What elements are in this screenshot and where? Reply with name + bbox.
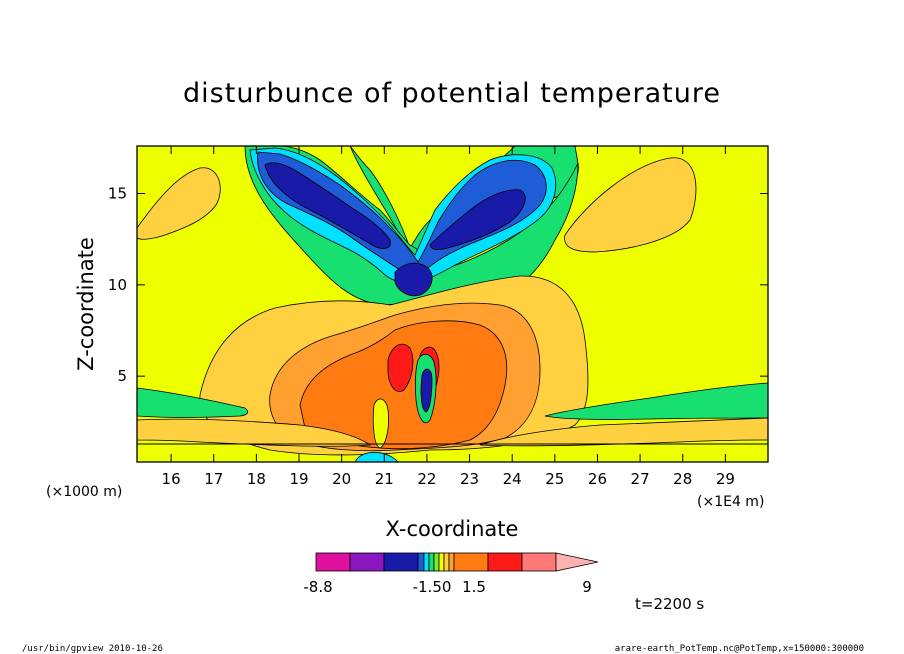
- x-tick-label: 29: [716, 470, 735, 488]
- footer-right: arare-earth_PotTemp.nc@PotTemp,x=150000:…: [615, 644, 864, 654]
- contour-region: [137, 387, 249, 418]
- x-axis: 16 17 18 19 20 21 22 23 24 25 26 27 28 29: [162, 146, 735, 488]
- colorbar-bin: [438, 552, 445, 572]
- colorbar-label: 9: [582, 578, 592, 596]
- contour-region: [372, 398, 389, 449]
- chart-title: disturbunce of potential temperature: [183, 78, 721, 109]
- colorbar-bin: [487, 552, 523, 572]
- x-tick-label: 26: [588, 470, 607, 488]
- contour-region: [137, 418, 372, 447]
- contour-region: [429, 189, 526, 251]
- x-tick-label: 19: [289, 470, 308, 488]
- y-tick-label: 15: [108, 184, 127, 202]
- plot-area: [137, 146, 768, 462]
- x-tick-label: 25: [545, 470, 564, 488]
- contour-region: [544, 382, 768, 420]
- x-tick-label: 23: [460, 470, 479, 488]
- x-tick-label: 17: [204, 470, 223, 488]
- colorbar-bin: [428, 552, 435, 572]
- contour-region: [479, 417, 768, 447]
- colorbar-bin: [417, 552, 425, 572]
- x-unit-left: (×1000 m): [46, 484, 122, 500]
- colorbar-bin: [423, 552, 430, 572]
- x-unit-right: (×1E4 m): [697, 494, 764, 510]
- colorbar: [315, 552, 599, 572]
- y-axis: 5 10 15: [108, 184, 768, 385]
- time-label: t=2200 s: [635, 595, 704, 613]
- colorbar-label: 1.5: [462, 578, 486, 596]
- y-tick-label: 10: [108, 276, 127, 294]
- colorbar-bin: [453, 552, 489, 572]
- colorbar-label: -1.50: [413, 578, 452, 596]
- y-tick-label: 5: [117, 367, 127, 385]
- x-tick-label: 20: [332, 470, 351, 488]
- colorbar-bin: [315, 552, 351, 572]
- contour-region: [264, 162, 391, 250]
- contour-region: [257, 151, 547, 276]
- colorbar-arrow: [555, 552, 599, 572]
- y-axis-title: Z-coordinate: [74, 237, 98, 371]
- contour-region: [387, 343, 414, 392]
- colorbar-bin: [383, 552, 419, 572]
- x-axis-title: X-coordinate: [386, 517, 519, 541]
- x-tick-label: 16: [162, 470, 181, 488]
- x-tick-label: 24: [503, 470, 522, 488]
- contour-region: [137, 167, 221, 240]
- colorbar-bin: [349, 552, 385, 572]
- colorbar-label: -8.8: [303, 578, 332, 596]
- contour-region: [394, 262, 433, 297]
- x-tick-label: 27: [631, 470, 650, 488]
- colorbar-bin: [433, 552, 440, 572]
- x-tick-label: 28: [673, 470, 692, 488]
- x-tick-label: 18: [247, 470, 266, 488]
- plot-frame: [136, 145, 769, 463]
- contour-region: [420, 368, 433, 413]
- x-tick-label: 21: [375, 470, 394, 488]
- colorbar-bin: [448, 552, 455, 572]
- x-tick-label: 22: [417, 470, 436, 488]
- colorbar-bin: [521, 552, 557, 572]
- contour-region: [564, 157, 697, 253]
- colorbar-bin: [443, 552, 450, 572]
- footer-left: /usr/bin/gpview 2010-10-26: [22, 644, 163, 654]
